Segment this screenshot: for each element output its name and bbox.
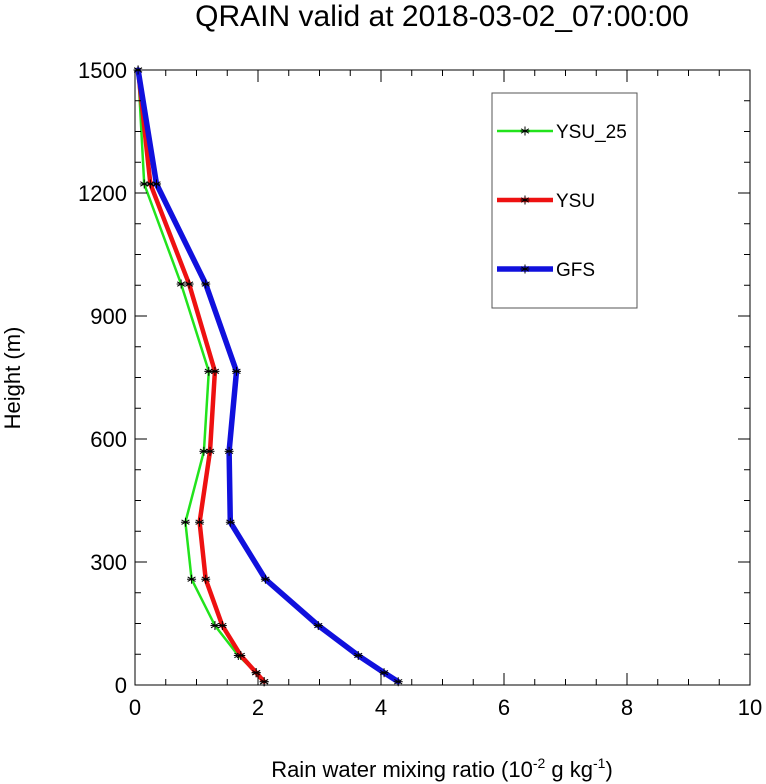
x-tick-label: 6 [498, 695, 510, 720]
legend-items: YSU_25 YSU GFS [497, 122, 627, 281]
series-line-ysu-25 [136, 68, 266, 683]
x-tick-label: 8 [621, 695, 633, 720]
data-point-ysu [184, 279, 194, 289]
data-point-gfs [353, 650, 363, 660]
x-axis-label-mid: g kg [545, 757, 593, 782]
legend-label-gfs: GFS [556, 260, 595, 281]
data-point-ysu [201, 574, 211, 584]
legend-item-gfs: GFS [497, 260, 595, 281]
y-tick-label: 900 [90, 304, 127, 329]
y-tick-label: 1500 [78, 58, 127, 83]
legend-marker-ysu [520, 195, 530, 205]
legend-label-ysu-25: YSU_25 [556, 122, 627, 143]
y-axis-label: Height (m) [0, 327, 25, 430]
data-point-gfs [225, 517, 235, 527]
legend-marker-gfs [520, 264, 530, 274]
data-point-gfs [379, 668, 389, 678]
x-axis-label-text: Rain water mixing ratio (10 [271, 757, 533, 782]
data-point-ysu [195, 517, 205, 527]
x-tick-label: 10 [738, 695, 762, 720]
data-point-ysu-25 [210, 621, 220, 631]
plot-frame [134, 69, 751, 686]
data-point-gfs [231, 366, 241, 376]
legend-marker-ysu-25 [520, 126, 530, 136]
x-axis-label-end: ) [605, 757, 612, 782]
data-point-ysu-25 [187, 574, 197, 584]
data-point-ysu-25 [180, 517, 190, 527]
legend-label-ysu: YSU [556, 191, 595, 212]
x-axis-label: Rain water mixing ratio (10-2 g kg-1) [271, 755, 613, 782]
x-tick-label: 2 [252, 695, 264, 720]
series-line-gfs [135, 67, 401, 685]
x-axis-label-exp2: -1 [593, 755, 606, 771]
data-point-gfs [313, 621, 323, 631]
y-tick-label: 600 [90, 427, 127, 452]
data-point-gfs [260, 574, 270, 584]
data-point-ysu [236, 650, 246, 660]
data-point-ysu [251, 668, 261, 678]
data-point-ysu [217, 621, 227, 631]
series-line-ysu [135, 67, 267, 684]
y-tick-label: 0 [115, 673, 127, 698]
x-tick-label: 0 [129, 695, 141, 720]
data-point-gfs [201, 279, 211, 289]
y-tick-label: 300 [90, 550, 127, 575]
data-point-gfs [152, 179, 162, 189]
legend-item-ysu-25: YSU_25 [497, 122, 627, 143]
data-point-gfs [224, 446, 234, 456]
series-layer [133, 65, 403, 687]
ticks-layer: 0 2 4 6 8 10 0 300 600 900 1200 1500 [78, 58, 762, 720]
chart-title: QRAIN valid at 2018-03-02_07:00:00 [195, 0, 689, 33]
data-point-ysu [205, 446, 215, 456]
data-point-ysu-25 [176, 279, 186, 289]
legend: YSU_25 YSU GFS [491, 92, 638, 309]
y-tick-label: 1200 [78, 181, 127, 206]
x-axis-label-exp1: -2 [533, 755, 546, 771]
x-tick-label: 4 [375, 695, 387, 720]
legend-item-ysu: YSU [497, 191, 595, 212]
data-point-ysu [210, 366, 220, 376]
